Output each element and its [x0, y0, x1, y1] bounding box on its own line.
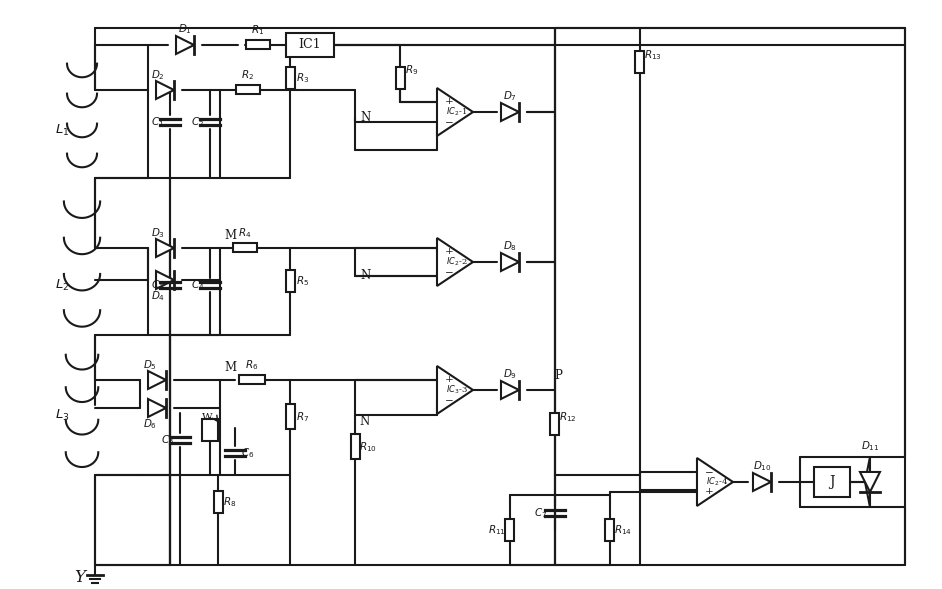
Polygon shape — [437, 366, 473, 414]
Text: $R_2$: $R_2$ — [241, 68, 254, 82]
Polygon shape — [156, 239, 174, 257]
Polygon shape — [156, 271, 174, 289]
Text: $R_7$: $R_7$ — [297, 410, 310, 424]
Bar — [285, 270, 295, 292]
Text: $D_7$: $D_7$ — [503, 89, 517, 103]
Text: $R_8$: $R_8$ — [223, 495, 236, 509]
Text: $R_1$: $R_1$ — [252, 23, 265, 37]
Text: $D_5$: $D_5$ — [143, 358, 157, 372]
Text: $R_{12}$: $R_{12}$ — [560, 410, 577, 424]
Bar — [202, 419, 218, 441]
Bar — [236, 85, 260, 94]
Bar — [239, 375, 265, 385]
Text: M: M — [224, 362, 236, 375]
Text: N: N — [361, 270, 371, 283]
Polygon shape — [156, 81, 174, 99]
Text: $C_3$: $C_3$ — [152, 278, 165, 292]
Bar — [506, 519, 514, 541]
Text: $C_1$: $C_1$ — [152, 115, 165, 129]
Polygon shape — [148, 371, 166, 389]
Text: $R_9$: $R_9$ — [405, 63, 418, 77]
Polygon shape — [753, 473, 771, 491]
Polygon shape — [860, 472, 880, 492]
Text: $R_4$: $R_4$ — [238, 226, 252, 240]
Bar — [214, 491, 222, 513]
Text: $C_6$: $C_6$ — [241, 446, 254, 460]
Text: M: M — [224, 230, 236, 243]
Text: $L_2$: $L_2$ — [55, 277, 69, 293]
Text: +: + — [445, 98, 453, 107]
Text: $R_{11}$: $R_{11}$ — [488, 523, 506, 537]
Polygon shape — [501, 381, 519, 399]
Text: $C_2$: $C_2$ — [191, 115, 204, 129]
Text: $R_5$: $R_5$ — [297, 274, 310, 288]
Text: $IC_2$-2: $IC_2$-2 — [447, 256, 468, 268]
Text: +: + — [705, 488, 713, 497]
Text: $IC_3$-3: $IC_3$-3 — [447, 383, 468, 396]
Text: $R_{14}$: $R_{14}$ — [614, 523, 632, 537]
Text: $D_8$: $D_8$ — [503, 239, 517, 253]
Text: IC1: IC1 — [299, 38, 321, 51]
Text: $D_1$: $D_1$ — [178, 22, 192, 36]
Text: Y: Y — [74, 570, 86, 587]
Bar — [350, 435, 360, 459]
Polygon shape — [437, 238, 473, 286]
Text: $R_6$: $R_6$ — [245, 358, 259, 372]
Text: $D_2$: $D_2$ — [151, 68, 165, 82]
Text: $D_3$: $D_3$ — [151, 226, 165, 240]
Text: $C_7$: $C_7$ — [534, 506, 547, 520]
Text: N: N — [360, 415, 370, 428]
Text: $L_1$: $L_1$ — [55, 123, 69, 138]
Text: W: W — [202, 413, 212, 422]
Text: $L_3$: $L_3$ — [55, 408, 70, 422]
Text: $-$: $-$ — [445, 117, 454, 127]
Text: $R_{13}$: $R_{13}$ — [644, 48, 662, 62]
Text: J: J — [829, 475, 835, 489]
Bar — [396, 67, 404, 89]
Text: $D_{11}$: $D_{11}$ — [861, 439, 879, 453]
Text: $IC_2$-4: $IC_2$-4 — [706, 476, 728, 488]
Bar — [814, 467, 850, 497]
Polygon shape — [501, 253, 519, 271]
Text: +: + — [445, 247, 453, 256]
Text: $D_4$: $D_4$ — [151, 289, 165, 303]
Bar — [285, 67, 295, 89]
Text: $-$: $-$ — [705, 468, 714, 477]
Text: $IC_2$-1: $IC_2$-1 — [447, 106, 467, 118]
Bar — [285, 405, 295, 429]
Text: $D_9$: $D_9$ — [503, 367, 517, 381]
Text: $D_{10}$: $D_{10}$ — [753, 459, 771, 473]
Text: $-$: $-$ — [445, 395, 454, 405]
Bar — [233, 243, 257, 253]
Text: $C_4$: $C_4$ — [191, 278, 204, 292]
Bar — [246, 41, 270, 49]
Text: $C_5$: $C_5$ — [161, 433, 174, 447]
Polygon shape — [437, 88, 473, 136]
Bar — [606, 519, 614, 541]
Polygon shape — [697, 458, 733, 506]
Text: +: + — [445, 375, 453, 385]
Text: $-$: $-$ — [445, 267, 454, 276]
Bar — [636, 51, 644, 73]
Text: $R_3$: $R_3$ — [297, 71, 310, 85]
Text: P: P — [554, 369, 562, 382]
Polygon shape — [501, 103, 519, 121]
Bar — [550, 413, 560, 435]
Text: N: N — [361, 111, 371, 124]
Text: $D_6$: $D_6$ — [143, 417, 157, 431]
Bar — [286, 33, 334, 57]
Text: $R_{10}$: $R_{10}$ — [359, 440, 377, 454]
Polygon shape — [148, 399, 166, 417]
Polygon shape — [176, 36, 194, 54]
